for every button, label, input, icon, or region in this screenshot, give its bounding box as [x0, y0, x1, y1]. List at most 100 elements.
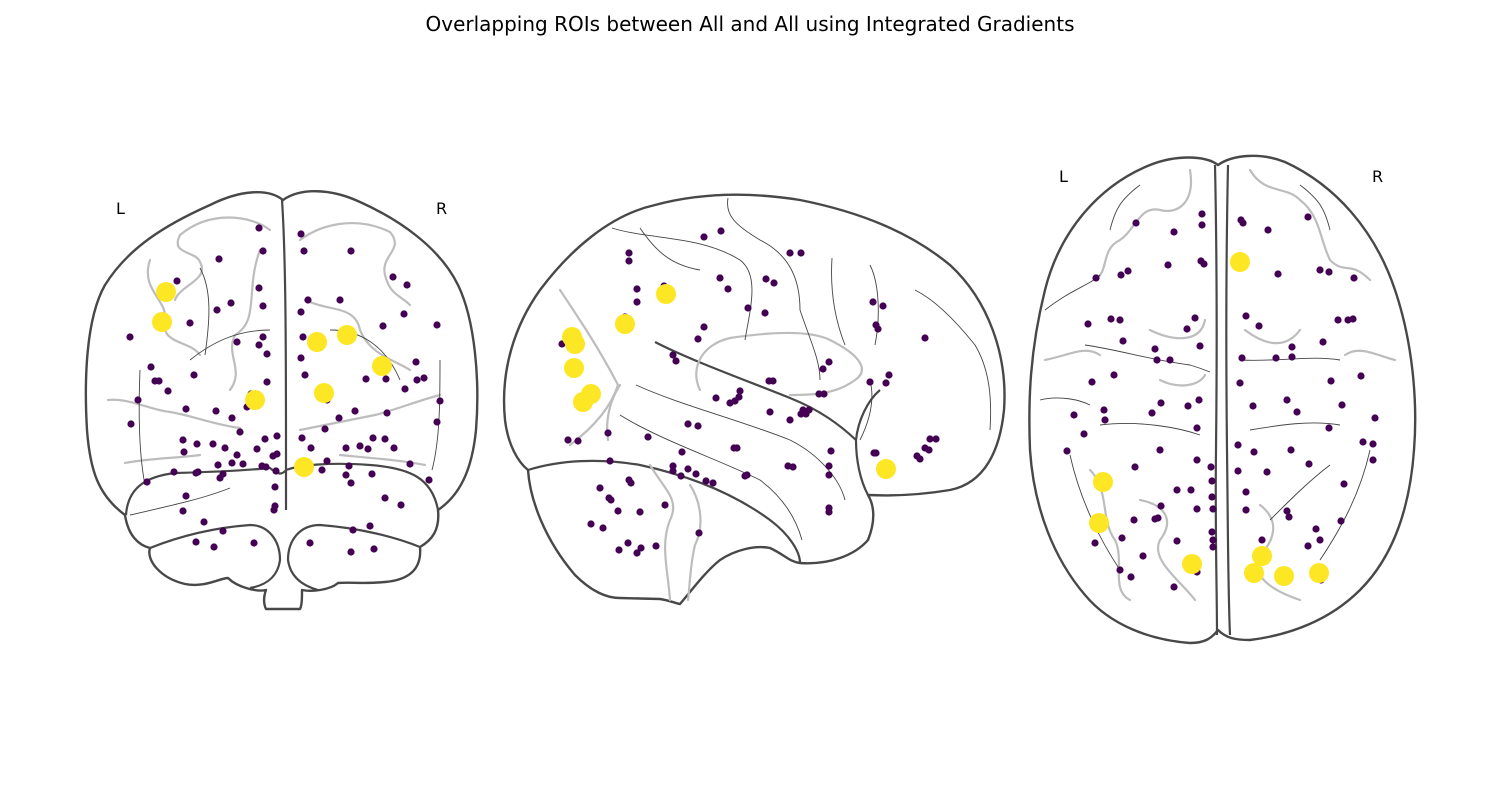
roi-marker: [143, 478, 151, 486]
roi-marker: [342, 471, 350, 479]
roi-marker: [347, 247, 355, 255]
roi-marker: [825, 471, 833, 479]
roi-marker: [1187, 486, 1195, 494]
roi-marker: [420, 374, 428, 382]
roi-marker: [1131, 463, 1139, 471]
roi-marker: [412, 358, 420, 366]
roi-marker: [179, 507, 187, 515]
roi-marker: [797, 249, 805, 257]
roi-marker: [369, 434, 377, 442]
roi-marker: [872, 449, 880, 457]
roi-marker: [587, 520, 595, 528]
roi-marker: [1154, 514, 1162, 522]
roi-marker: [263, 350, 271, 358]
roi-marker: [736, 387, 744, 395]
roi-marker: [413, 376, 421, 384]
roi-marker: [921, 334, 929, 342]
roi-marker: [382, 375, 390, 383]
roi-marker: [1193, 456, 1201, 464]
roi-marker: [1080, 430, 1088, 438]
roi-marker: [301, 371, 309, 379]
roi-marker: [599, 524, 607, 532]
roi-marker: [1312, 525, 1320, 533]
axial-brain-outline: [1028, 154, 1417, 645]
roi-marker: [636, 508, 644, 516]
sagittal-sulcus: [558, 288, 863, 602]
roi-marker: [695, 529, 703, 537]
overlap-roi-marker: [307, 332, 327, 352]
roi-marker: [1258, 536, 1266, 544]
roi-marker: [1157, 502, 1165, 510]
roi-marker: [134, 396, 142, 404]
roi-marker: [182, 492, 190, 500]
roi-marker: [1116, 316, 1124, 324]
roi-marker: [263, 378, 271, 386]
roi-marker: [126, 333, 134, 341]
roi-marker: [345, 462, 353, 470]
roi-marker: [1208, 528, 1216, 536]
roi-marker: [219, 470, 227, 478]
roi-marker: [1200, 260, 1208, 268]
roi-marker: [351, 407, 359, 415]
roi-marker: [652, 542, 660, 550]
roi-marker: [1116, 566, 1124, 574]
roi-marker: [661, 501, 669, 509]
sagittal-view-panel: [502, 193, 1006, 606]
roi-marker: [1239, 219, 1247, 227]
roi-marker: [1156, 446, 1164, 454]
roi-marker: [762, 275, 770, 283]
roi-marker: [633, 285, 641, 293]
roi-marker: [227, 299, 235, 307]
roi-marker: [147, 363, 155, 371]
roi-marker: [1130, 516, 1138, 524]
roi-marker: [684, 465, 692, 473]
roi-marker: [1272, 354, 1280, 362]
roi-marker: [1287, 446, 1295, 454]
roi-marker: [669, 351, 677, 359]
roi-marker: [1325, 268, 1333, 276]
coronal-right-label: R: [436, 199, 447, 218]
roi-marker: [1371, 414, 1379, 422]
roi-marker: [678, 448, 686, 456]
roi-marker: [717, 227, 725, 235]
overlap-roi-marker: [564, 358, 584, 378]
roi-marker: [164, 387, 172, 395]
roi-marker: [180, 448, 188, 456]
roi-marker: [370, 545, 378, 553]
overlap-roi-marker: [1182, 554, 1202, 574]
roi-marker: [1285, 513, 1293, 521]
roi-marker: [321, 425, 329, 433]
roi-marker: [694, 422, 702, 430]
roi-marker: [1255, 322, 1263, 330]
coronal-lower-lobe-left: [149, 523, 282, 590]
overlap-roi-marker: [314, 383, 334, 403]
roi-marker: [716, 274, 724, 282]
roi-marker: [677, 472, 685, 480]
axial-right-label: R: [1372, 167, 1383, 186]
roi-marker: [259, 302, 267, 310]
roi-marker: [127, 420, 135, 428]
roi-marker: [825, 508, 833, 516]
roi-marker: [1293, 408, 1301, 416]
roi-marker: [614, 507, 622, 515]
roi-marker: [1288, 343, 1296, 351]
roi-marker: [214, 461, 222, 469]
overlap-roi-marker: [1244, 563, 1264, 583]
roi-marker: [190, 371, 198, 379]
roi-marker: [1319, 338, 1327, 346]
roi-marker: [1207, 463, 1215, 471]
roi-marker: [262, 463, 270, 471]
roi-marker: [825, 358, 833, 366]
roi-marker: [1337, 517, 1345, 525]
roi-marker: [827, 447, 835, 455]
roi-marker: [1118, 534, 1126, 542]
overlap-roi-marker: [294, 457, 314, 477]
roi-marker: [672, 357, 680, 365]
roi-marker: [1327, 377, 1335, 385]
roi-marker: [1148, 409, 1156, 417]
roi-marker: [173, 277, 181, 285]
roi-marker: [383, 409, 391, 417]
roi-marker: [397, 501, 405, 509]
roi-marker: [362, 375, 370, 383]
roi-marker: [1264, 226, 1272, 234]
